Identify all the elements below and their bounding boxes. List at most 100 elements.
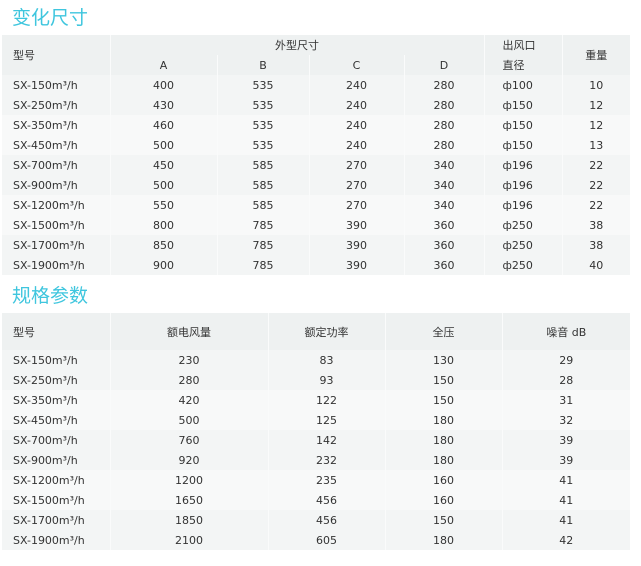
model-cell: SX-450m³/h bbox=[2, 410, 110, 430]
value-cell: 31 bbox=[501, 390, 630, 410]
header-weight: 重量 bbox=[561, 35, 630, 75]
value-cell: 280 bbox=[403, 75, 484, 95]
value-cell: 235 bbox=[267, 470, 385, 490]
header-cell: 噪音 dB bbox=[501, 313, 630, 350]
value-cell: 180 bbox=[384, 450, 502, 470]
header-dimensions: 外型尺寸 bbox=[109, 35, 484, 55]
value-cell: 22 bbox=[561, 175, 630, 195]
table-row: SX-150m³/h 230 83 130 29 bbox=[2, 350, 630, 370]
value-cell: 280 bbox=[403, 115, 484, 135]
model-cell: SX-1500m³/h bbox=[2, 490, 110, 510]
section-title-dimensions: 变化尺寸 bbox=[12, 7, 89, 29]
model-cell: SX-1900m³/h bbox=[2, 255, 110, 275]
value-cell: 785 bbox=[216, 215, 309, 235]
header-diameter: 直径 bbox=[483, 55, 562, 75]
value-cell: 240 bbox=[308, 95, 404, 115]
value-cell: 270 bbox=[308, 175, 404, 195]
value-cell: 240 bbox=[308, 115, 404, 135]
value-cell: 800 bbox=[109, 215, 217, 235]
value-cell: 535 bbox=[216, 75, 309, 95]
header-cell: 型号 bbox=[2, 313, 110, 350]
value-cell: 500 bbox=[109, 410, 268, 430]
value-cell: 390 bbox=[308, 255, 404, 275]
value-cell: 122 bbox=[267, 390, 385, 410]
table-row: SX-250m³/h 280 93 150 28 bbox=[2, 370, 630, 390]
model-cell: SX-350m³/h bbox=[2, 390, 110, 410]
value-cell: 270 bbox=[308, 195, 404, 215]
value-cell: 535 bbox=[216, 135, 309, 155]
value-cell: 360 bbox=[403, 235, 484, 255]
table-row: SX-250m³/h 430 535 240 280 ф150 12 bbox=[2, 95, 630, 115]
value-cell: 420 bbox=[109, 390, 268, 410]
value-cell: 280 bbox=[403, 95, 484, 115]
value-cell: 456 bbox=[267, 490, 385, 510]
specs-table: 型号 额电风量 额定功率 全压 噪音 dB SX-150m³/h 230 83 130 29 SX-… bbox=[2, 313, 630, 550]
value-cell: 22 bbox=[561, 195, 630, 215]
value-cell: 280 bbox=[109, 370, 268, 390]
value-cell: 605 bbox=[267, 530, 385, 550]
value-cell: 585 bbox=[216, 195, 309, 215]
table-row: SX-1700m³/h 1850 456 150 41 bbox=[2, 510, 630, 530]
value-cell: 32 bbox=[501, 410, 630, 430]
value-cell: 240 bbox=[308, 75, 404, 95]
value-cell: 38 bbox=[561, 235, 630, 255]
value-cell: 10 bbox=[561, 75, 630, 95]
value-cell: 93 bbox=[267, 370, 385, 390]
model-cell: SX-1900m³/h bbox=[2, 530, 110, 550]
table-row: SX-350m³/h 420 122 150 31 bbox=[2, 390, 630, 410]
model-cell: SX-900m³/h bbox=[2, 450, 110, 470]
header-cell: 全压 bbox=[384, 313, 502, 350]
value-cell: 41 bbox=[501, 510, 630, 530]
value-cell: 535 bbox=[216, 115, 309, 135]
table-row: SX-1900m³/h 2100 605 180 42 bbox=[2, 530, 630, 550]
table-row: SX-450m³/h 500 125 180 32 bbox=[2, 410, 630, 430]
section-title-specs: 规格参数 bbox=[12, 285, 89, 307]
value-cell: 850 bbox=[109, 235, 217, 255]
value-cell: 340 bbox=[403, 175, 484, 195]
value-cell: ф100 bbox=[483, 75, 562, 95]
value-cell: 340 bbox=[403, 155, 484, 175]
value-cell: 390 bbox=[308, 235, 404, 255]
model-cell: SX-1500m³/h bbox=[2, 215, 110, 235]
value-cell: 360 bbox=[403, 255, 484, 275]
value-cell: 456 bbox=[267, 510, 385, 530]
table-row: SX-900m³/h 920 232 180 39 bbox=[2, 450, 630, 470]
value-cell: 180 bbox=[384, 410, 502, 430]
value-cell: 160 bbox=[384, 490, 502, 510]
model-cell: SX-1200m³/h bbox=[2, 470, 110, 490]
model-cell: SX-1700m³/h bbox=[2, 510, 110, 530]
value-cell: ф250 bbox=[483, 215, 562, 235]
value-cell: 125 bbox=[267, 410, 385, 430]
table-row: SX-1200m³/h 1200 235 160 41 bbox=[2, 470, 630, 490]
table-row: SX-1500m³/h 1650 456 160 41 bbox=[2, 490, 630, 510]
value-cell: 29 bbox=[501, 350, 630, 370]
value-cell: 920 bbox=[109, 450, 268, 470]
model-cell: SX-700m³/h bbox=[2, 430, 110, 450]
value-cell: 340 bbox=[403, 195, 484, 215]
table-row: SX-700m³/h 450 585 270 340 ф196 22 bbox=[2, 155, 630, 175]
model-cell: SX-1700m³/h bbox=[2, 235, 110, 255]
value-cell: ф196 bbox=[483, 175, 562, 195]
value-cell: 12 bbox=[561, 95, 630, 115]
value-cell: 41 bbox=[501, 490, 630, 510]
value-cell: 83 bbox=[267, 350, 385, 370]
table-row: SX-150m³/h 400 535 240 280 ф100 10 bbox=[2, 75, 630, 95]
value-cell: 130 bbox=[384, 350, 502, 370]
value-cell: 39 bbox=[501, 450, 630, 470]
header-b: B bbox=[216, 55, 309, 75]
value-cell: ф250 bbox=[483, 235, 562, 255]
header-outlet: 出风口 bbox=[483, 35, 562, 55]
value-cell: 450 bbox=[109, 155, 217, 175]
value-cell: 785 bbox=[216, 235, 309, 255]
table-row: SX-450m³/h 500 535 240 280 ф150 13 bbox=[2, 135, 630, 155]
value-cell: 230 bbox=[109, 350, 268, 370]
model-cell: SX-1200m³/h bbox=[2, 195, 110, 215]
value-cell: 270 bbox=[308, 155, 404, 175]
model-cell: SX-150m³/h bbox=[2, 350, 110, 370]
table-row: SX-1500m³/h 800 785 390 360 ф250 38 bbox=[2, 215, 630, 235]
value-cell: 39 bbox=[501, 430, 630, 450]
header-d: D bbox=[403, 55, 484, 75]
value-cell: 42 bbox=[501, 530, 630, 550]
table-row: SX-350m³/h 460 535 240 280 ф150 12 bbox=[2, 115, 630, 135]
value-cell: 142 bbox=[267, 430, 385, 450]
